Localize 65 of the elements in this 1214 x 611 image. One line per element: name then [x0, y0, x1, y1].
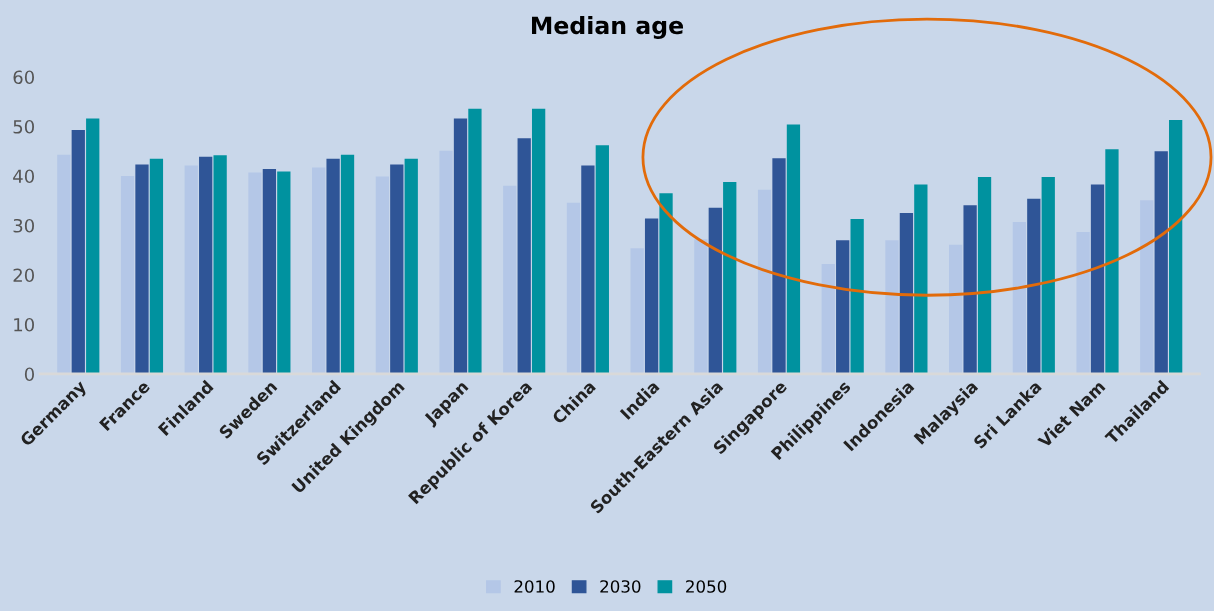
bar: [453, 118, 468, 374]
bar: [595, 145, 609, 374]
bar: [949, 244, 963, 374]
bar: [708, 207, 722, 374]
bar: [340, 154, 355, 374]
bar: [1154, 151, 1168, 374]
bar: [71, 129, 85, 374]
bar: [659, 193, 673, 374]
bar: [57, 154, 71, 374]
bar: [184, 165, 198, 374]
bar: [723, 181, 737, 374]
bar: [86, 118, 100, 374]
bar: [963, 205, 977, 374]
bar: [566, 202, 581, 374]
y-tick-label: 0: [24, 367, 34, 382]
chart-title: Median age: [532, 15, 684, 40]
bar: [468, 108, 482, 374]
bar: [899, 213, 914, 374]
bar: [1140, 200, 1154, 374]
y-tick-label: 30: [13, 218, 34, 233]
bar: [786, 124, 801, 374]
y-tick-label: 20: [13, 268, 34, 283]
bar: [404, 158, 418, 374]
bar: [517, 138, 531, 374]
bar: [581, 165, 595, 374]
bar: [277, 171, 291, 374]
bar: [326, 158, 340, 374]
bar: [248, 172, 262, 374]
bar: [531, 108, 546, 374]
bar: [149, 158, 164, 374]
y-tick-label: 10: [14, 317, 34, 332]
bar: [644, 218, 659, 374]
bar: [1169, 120, 1183, 374]
bar: [1090, 184, 1105, 374]
bar: [772, 158, 786, 374]
bar: [630, 248, 644, 374]
bar: [135, 164, 149, 374]
bar: [439, 150, 453, 374]
bar: [850, 219, 864, 374]
bar: [1105, 149, 1119, 374]
bar: [1076, 231, 1090, 374]
legend-label: 2050: [686, 580, 727, 593]
bar: [213, 155, 227, 374]
bar: [1012, 221, 1027, 374]
bar: [312, 167, 326, 374]
bar: [836, 240, 850, 374]
bar: [262, 169, 277, 374]
bar: [1041, 176, 1055, 374]
y-tick-label: 40: [13, 169, 34, 184]
bar: [821, 264, 835, 374]
bar: [390, 164, 404, 374]
bar: [977, 176, 992, 374]
bar: [120, 175, 135, 374]
bar: [757, 189, 772, 374]
legend-label: 2010: [514, 580, 555, 593]
bar: [1027, 198, 1041, 374]
bar: [694, 239, 708, 374]
legend-label: 2030: [600, 580, 641, 593]
y-tick-label: 60: [13, 70, 34, 85]
bar: [199, 156, 213, 374]
bar: [914, 184, 928, 374]
bar: [503, 185, 517, 374]
bar: [375, 176, 389, 374]
y-tick-label: 50: [13, 119, 34, 134]
bar: [885, 240, 899, 374]
